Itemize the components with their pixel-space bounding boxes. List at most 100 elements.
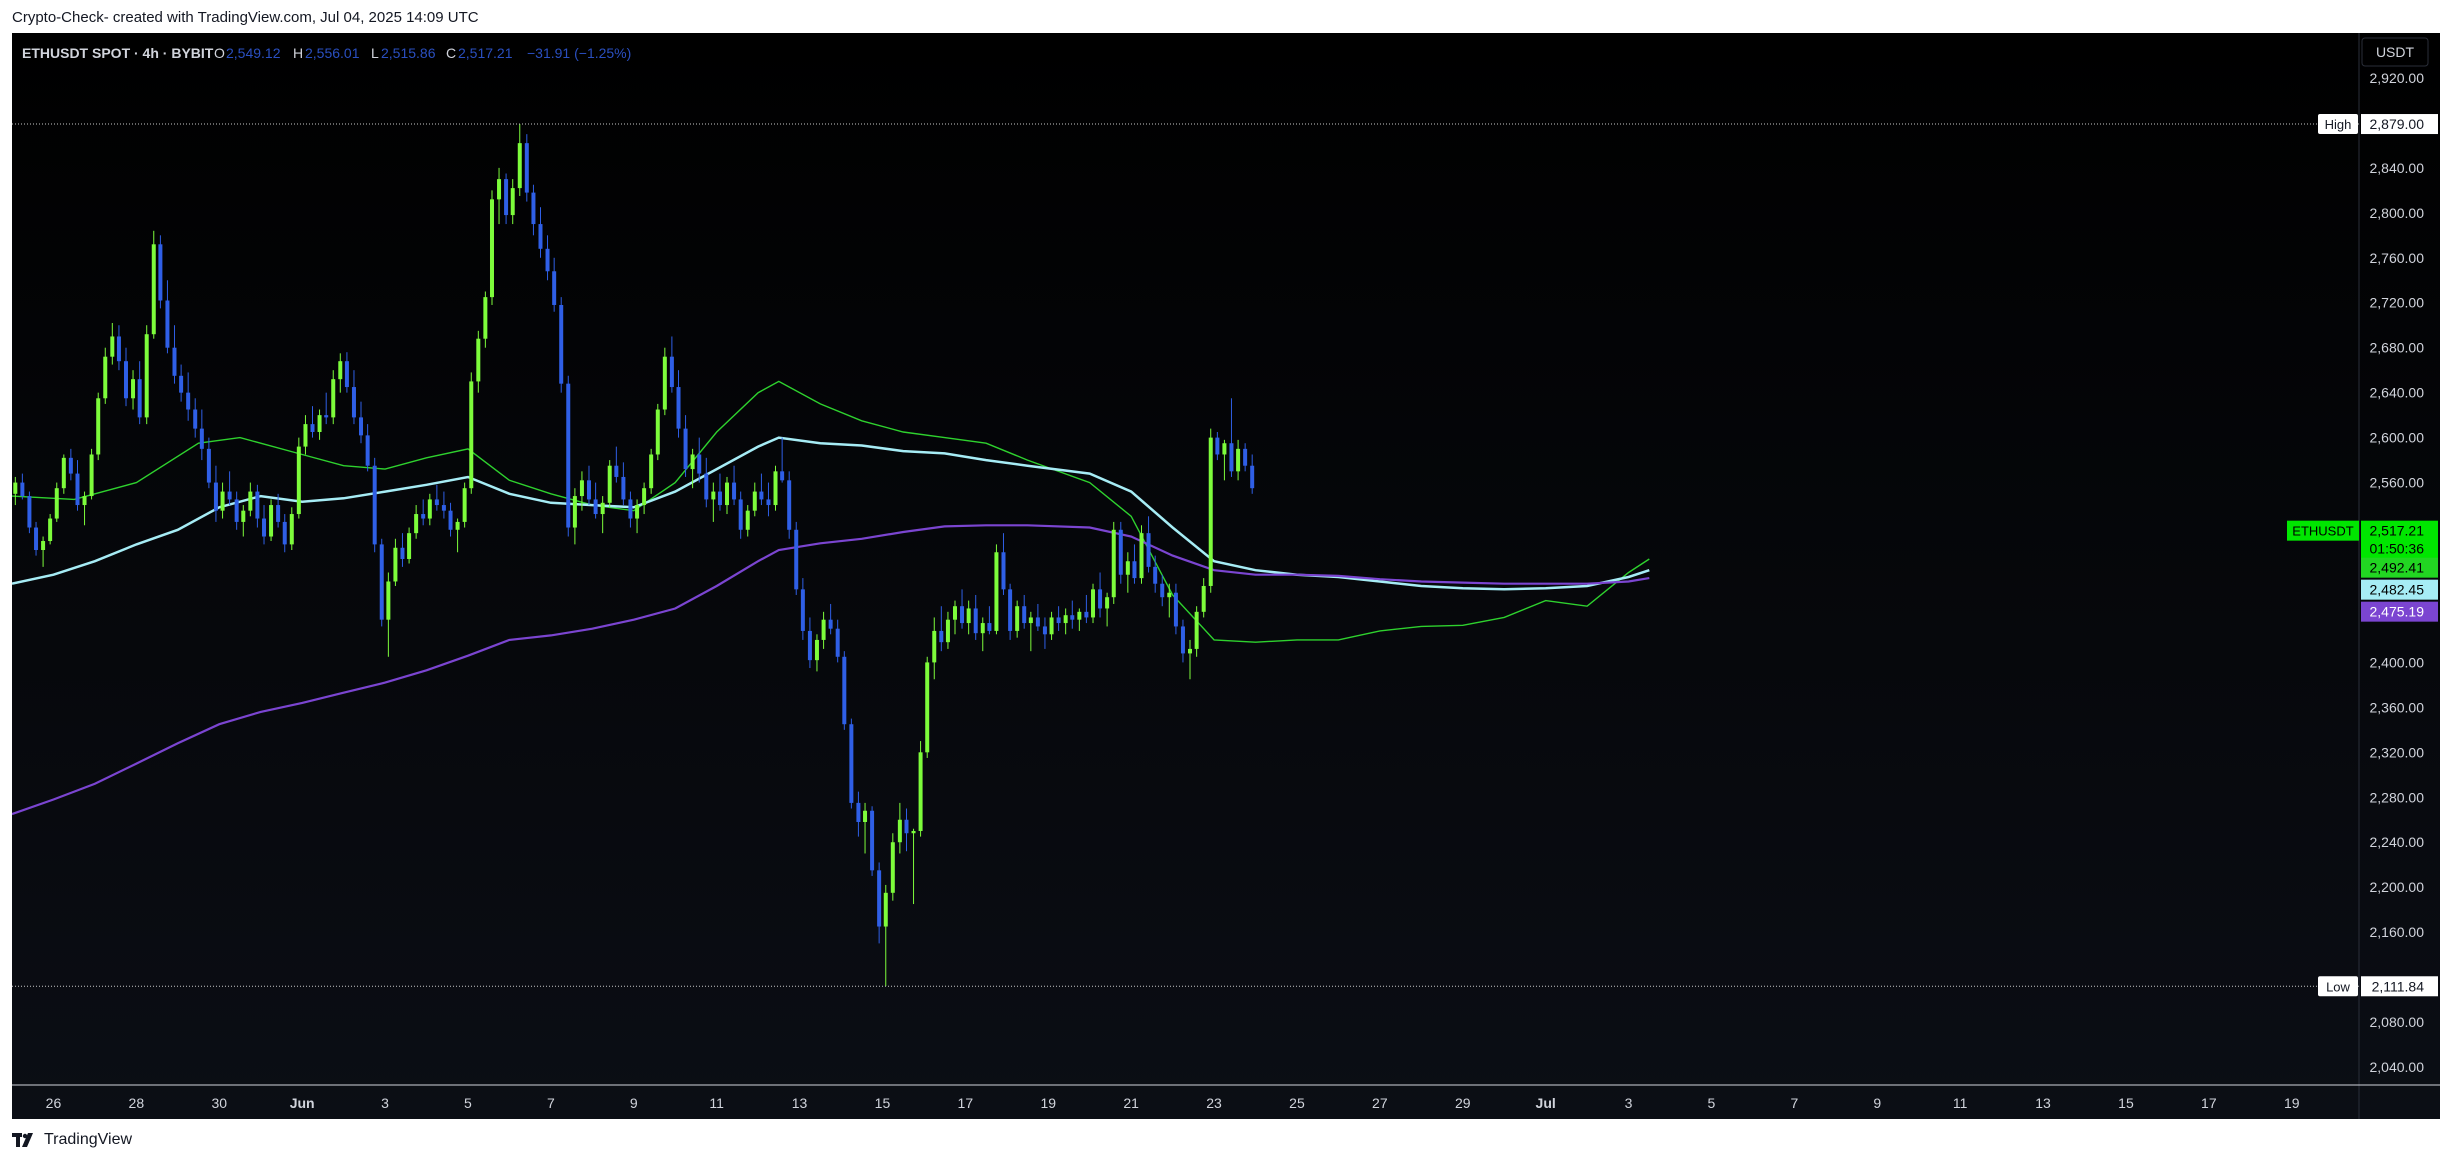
candle-body[interactable]: [407, 533, 412, 559]
candle-body[interactable]: [497, 179, 502, 200]
candle-body[interactable]: [897, 819, 902, 843]
candle-body[interactable]: [61, 457, 66, 489]
candle-body[interactable]: [1111, 529, 1116, 598]
candle-body[interactable]: [828, 619, 833, 629]
candle-body[interactable]: [752, 491, 757, 511]
candle-body[interactable]: [441, 505, 446, 511]
currency-button-box[interactable]: [2361, 37, 2429, 67]
candle-body[interactable]: [952, 606, 957, 620]
candle-body[interactable]: [386, 581, 391, 620]
candle-body[interactable]: [483, 297, 488, 339]
candle-body[interactable]: [462, 488, 467, 522]
candle-body[interactable]: [932, 630, 937, 663]
candle-body[interactable]: [973, 608, 978, 634]
candle-body[interactable]: [75, 473, 80, 506]
candle-body[interactable]: [717, 491, 722, 506]
candle-body[interactable]: [745, 510, 750, 530]
candle-body[interactable]: [158, 244, 163, 301]
candle-body[interactable]: [365, 435, 370, 466]
candle-body[interactable]: [856, 802, 861, 822]
candle-body[interactable]: [1105, 597, 1110, 609]
candle-body[interactable]: [1201, 585, 1206, 612]
candle-body[interactable]: [918, 752, 923, 831]
candle-body[interactable]: [593, 499, 598, 515]
candle-body[interactable]: [123, 361, 128, 399]
candle-body[interactable]: [400, 547, 405, 559]
candle-body[interactable]: [621, 476, 626, 500]
candle-body[interactable]: [220, 491, 225, 511]
candle-body[interactable]: [807, 630, 812, 661]
candle-body[interactable]: [870, 810, 875, 871]
candle-body[interactable]: [48, 518, 53, 542]
price-axis[interactable]: 2,040.00 2,080.00 2,160.00 2,200.00 2,240.00…: [2370, 70, 2425, 1075]
time-axis[interactable]: 26 28 30 Jun 3 5 7 9 11 13 15 17 19 21 23 25 27 29 Jul 3 5 7 9…: [46, 1095, 2300, 1111]
candle-body[interactable]: [193, 409, 198, 429]
candle-body[interactable]: [676, 387, 681, 429]
candle-body[interactable]: [1229, 443, 1234, 472]
candle-body[interactable]: [131, 379, 136, 399]
candle-body[interactable]: [669, 356, 674, 388]
candle-body[interactable]: [572, 496, 577, 528]
candle-body[interactable]: [504, 179, 509, 216]
candle-body[interactable]: [683, 428, 688, 470]
candle-body[interactable]: [324, 415, 329, 418]
candle-body[interactable]: [289, 514, 294, 545]
candle-body[interactable]: [1153, 566, 1158, 584]
candle-body[interactable]: [1208, 437, 1213, 586]
candle-body[interactable]: [393, 547, 398, 582]
candle-body[interactable]: [434, 499, 439, 506]
candle-body[interactable]: [1236, 448, 1241, 472]
candle-body[interactable]: [1022, 606, 1027, 624]
candle-body[interactable]: [738, 499, 743, 530]
candle-body[interactable]: [1049, 617, 1054, 635]
candle-body[interactable]: [34, 527, 39, 551]
candle-body[interactable]: [199, 428, 204, 449]
candle-body[interactable]: [1098, 589, 1103, 609]
candle-body[interactable]: [151, 244, 156, 335]
candle-body[interactable]: [510, 188, 515, 216]
candle-body[interactable]: [538, 224, 543, 249]
candle-body[interactable]: [379, 544, 384, 620]
candle-body[interactable]: [939, 630, 944, 643]
candle-body[interactable]: [662, 356, 667, 410]
candle-body[interactable]: [711, 491, 716, 500]
candle-body[interactable]: [27, 496, 32, 528]
candle-body[interactable]: [1042, 626, 1047, 635]
candle-body[interactable]: [227, 491, 232, 500]
candle-body[interactable]: [276, 505, 281, 522]
candle-body[interactable]: [1056, 617, 1061, 624]
symbol-title[interactable]: ETHUSDT SPOT · 4h · BYBIT: [22, 45, 214, 61]
candle-body[interactable]: [1243, 448, 1248, 466]
candle-body[interactable]: [614, 465, 619, 477]
candle-body[interactable]: [303, 424, 308, 447]
candle-body[interactable]: [68, 457, 73, 474]
candle-body[interactable]: [1188, 648, 1193, 654]
candle-body[interactable]: [773, 471, 778, 506]
candle-body[interactable]: [911, 830, 916, 834]
candle-body[interactable]: [89, 454, 94, 497]
candle-body[interactable]: [780, 471, 785, 481]
candle-body[interactable]: [877, 870, 882, 927]
candle-body[interactable]: [987, 623, 992, 631]
candle-body[interactable]: [338, 361, 343, 380]
candle-body[interactable]: [1146, 533, 1151, 567]
candle-body[interactable]: [1180, 626, 1185, 654]
candle-body[interactable]: [531, 192, 536, 225]
candle-body[interactable]: [172, 347, 177, 376]
candle-body[interactable]: [690, 454, 695, 470]
candle-body[interactable]: [517, 143, 522, 189]
candle-body[interactable]: [842, 656, 847, 725]
candle-body[interactable]: [248, 491, 253, 511]
candle-body[interactable]: [282, 521, 287, 545]
candle-body[interactable]: [1139, 533, 1144, 579]
candle-body[interactable]: [1167, 592, 1172, 598]
candle-body[interactable]: [794, 529, 799, 590]
candle-body[interactable]: [890, 842, 895, 893]
candle-body[interactable]: [296, 446, 301, 515]
candle-body[interactable]: [137, 379, 142, 418]
candle-body[interactable]: [725, 482, 730, 506]
candle-body[interactable]: [904, 819, 909, 834]
candle-body[interactable]: [1001, 552, 1006, 590]
candle-body[interactable]: [262, 518, 267, 537]
candle-body[interactable]: [116, 336, 121, 362]
